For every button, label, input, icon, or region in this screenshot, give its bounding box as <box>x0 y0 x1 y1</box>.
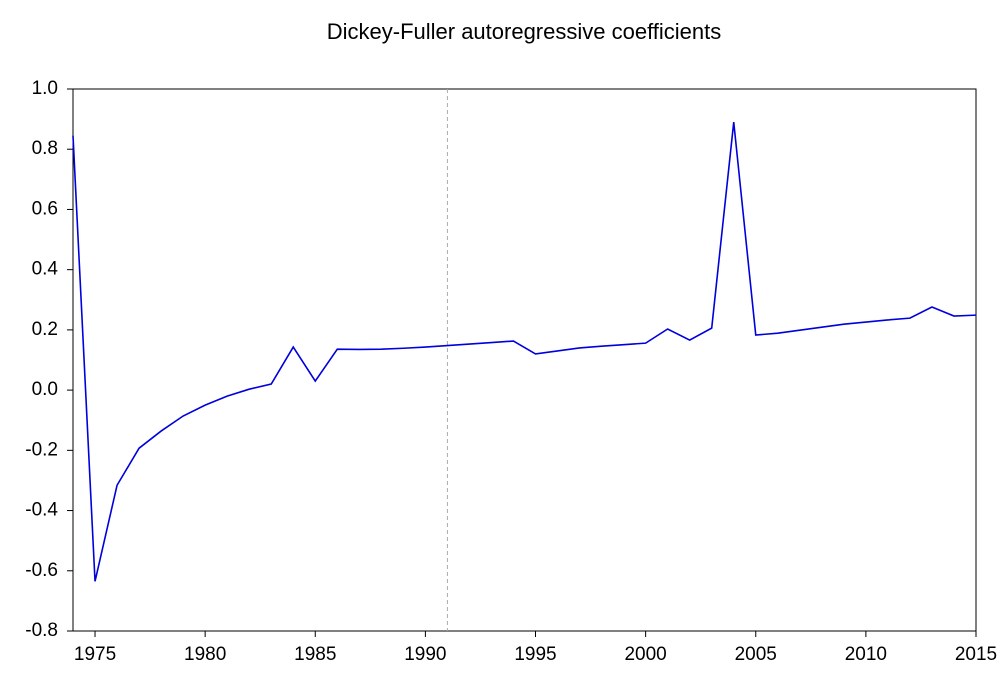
plot-frame <box>72 88 977 632</box>
y-tick-label: 0.4 <box>32 259 59 280</box>
y-tick-label: 0.8 <box>32 138 58 159</box>
y-tick-label: 0.0 <box>32 379 58 400</box>
x-tick-label: 2015 <box>955 644 997 665</box>
chart-title: Dickey-Fuller autoregressive coefficient… <box>327 19 722 44</box>
y-tick-label: -0.4 <box>25 500 58 521</box>
x-tick-label: 1985 <box>294 644 336 665</box>
x-tick-label: 1980 <box>184 644 226 665</box>
x-tick-label: 2000 <box>624 644 666 665</box>
x-tick-label: 1975 <box>74 644 116 665</box>
x-tick-label: 1990 <box>404 644 446 665</box>
series-line <box>72 122 977 582</box>
y-tick-label: -0.2 <box>25 439 58 460</box>
x-tick-label: 2010 <box>845 644 887 665</box>
y-tick-label: 0.2 <box>32 319 58 340</box>
y-tick-label: -0.8 <box>25 620 58 641</box>
x-tick-label: 2005 <box>735 644 777 665</box>
y-tick-label: 1.0 <box>32 78 58 99</box>
y-tick-label: 0.6 <box>32 198 58 219</box>
x-tick-label: 1995 <box>514 644 556 665</box>
y-tick-label: -0.6 <box>25 560 58 581</box>
